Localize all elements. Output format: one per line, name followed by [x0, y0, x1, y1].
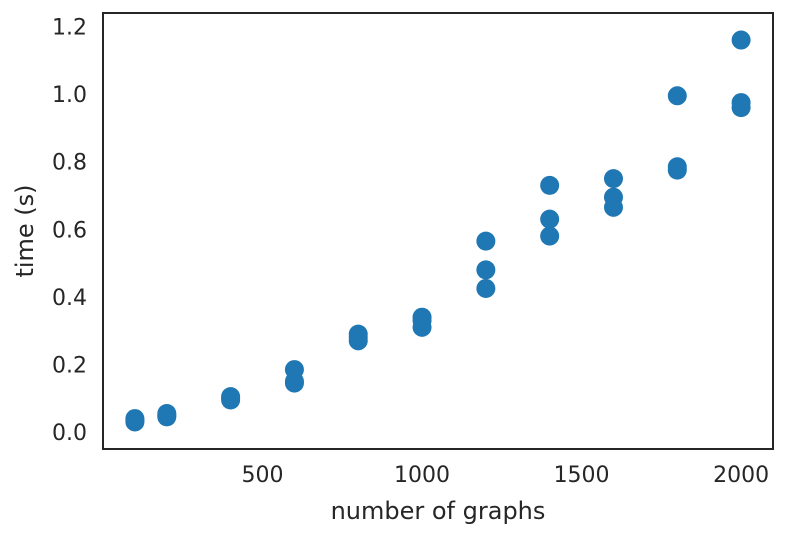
data-point — [476, 231, 496, 251]
data-point — [157, 404, 177, 424]
y-tick-label: 1.0 — [52, 83, 87, 108]
data-point — [667, 86, 687, 106]
data-point — [540, 209, 560, 229]
data-point — [348, 324, 368, 344]
data-point — [731, 30, 751, 50]
y-axis-label: time (s) — [11, 184, 39, 277]
axes-frame — [102, 12, 774, 450]
x-tick-label: 2000 — [713, 463, 769, 488]
data-point — [603, 187, 623, 207]
y-tick-label: 0.4 — [52, 286, 87, 311]
data-point — [731, 93, 751, 113]
x-tick-label: 500 — [242, 463, 284, 488]
data-point — [540, 175, 560, 195]
data-point — [540, 226, 560, 246]
x-tick-label: 1500 — [554, 463, 610, 488]
y-tick-label: 0.2 — [52, 354, 87, 379]
y-tick-label: 0.6 — [52, 218, 87, 243]
data-points — [125, 30, 751, 432]
x-tick-label: 1000 — [394, 463, 450, 488]
data-point — [412, 307, 432, 327]
data-point — [603, 169, 623, 189]
data-point — [476, 278, 496, 298]
data-point — [221, 387, 241, 407]
data-point — [125, 409, 145, 429]
plot-area — [103, 13, 773, 449]
y-tick-label: 0.8 — [52, 151, 87, 176]
data-point — [284, 360, 304, 380]
data-point — [476, 260, 496, 280]
y-tick-label: 1.2 — [52, 16, 87, 41]
y-tick-label: 0.0 — [52, 421, 87, 446]
x-tick-labels: 500 1000 1500 2000 — [242, 463, 770, 488]
data-point — [667, 157, 687, 177]
y-tick-labels: 0.0 0.2 0.4 0.6 0.8 1.0 1.2 — [52, 16, 87, 447]
x-axis-label: number of graphs — [331, 497, 546, 525]
